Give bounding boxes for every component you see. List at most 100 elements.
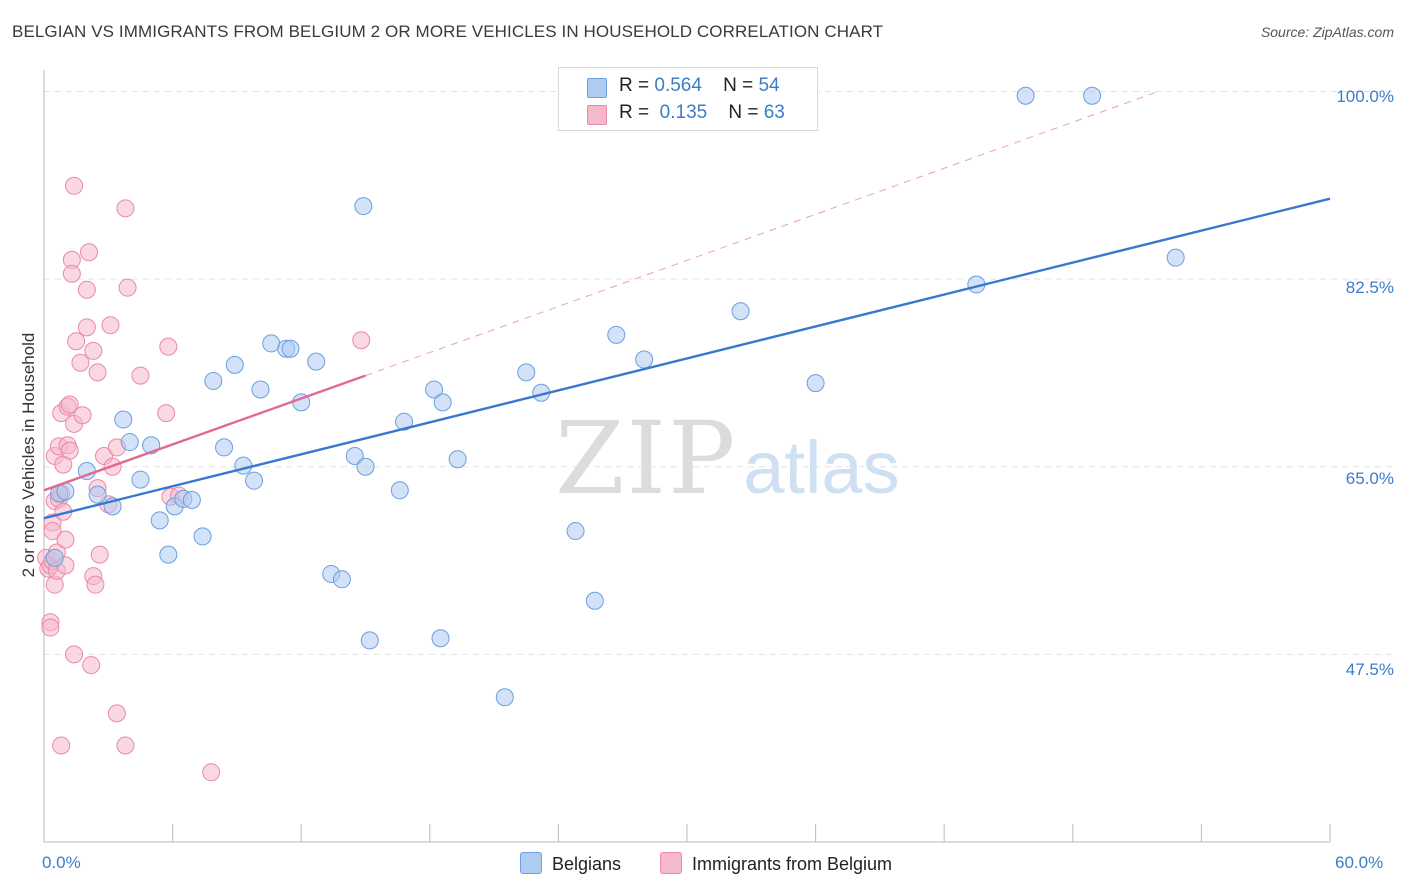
- legend-r-label: R =: [619, 102, 650, 123]
- immigrants-point: [65, 645, 84, 664]
- y-tick-label: 65.0%: [1345, 469, 1394, 488]
- belgians-point: [251, 380, 270, 399]
- belgians-point: [215, 438, 234, 457]
- series-name-belgians: Belgians: [552, 854, 622, 874]
- legend-r-value: 0.135: [659, 102, 708, 123]
- belgians-point: [131, 470, 150, 489]
- belgians-point: [425, 380, 444, 399]
- immigrants-point: [101, 316, 120, 335]
- y-tick-label: 82.5%: [1345, 278, 1394, 297]
- immigrants-point: [116, 199, 135, 218]
- belgians-trend-line: [43, 197, 1331, 520]
- immigrants-point: [118, 278, 137, 297]
- belgians-point: [159, 545, 178, 564]
- immigrants-point: [62, 264, 81, 283]
- immigrants-point: [67, 332, 86, 351]
- immigrants-point: [131, 366, 150, 385]
- legend-n-value: 54: [758, 75, 780, 96]
- legend-swatch-immigrants: [587, 105, 607, 125]
- immigrants-point: [157, 404, 176, 423]
- legend-n-value: 63: [763, 102, 785, 123]
- belgians-point: [120, 433, 139, 452]
- series-legend-belgians: Belgians: [520, 852, 621, 875]
- belgians-point: [356, 457, 375, 476]
- series-swatch-belgians: [520, 852, 542, 874]
- immigrants-point: [86, 575, 105, 594]
- belgians-point: [1166, 248, 1185, 267]
- immigrants-point: [77, 318, 96, 337]
- immigrants-point: [90, 545, 109, 564]
- belgians-point: [281, 339, 300, 358]
- legend-r-label: R =: [619, 75, 650, 96]
- legend-n-label: N =: [728, 102, 759, 123]
- belgians-point: [345, 447, 364, 465]
- series-name-immigrants: Immigrants from Belgium: [692, 854, 893, 874]
- belgians-point: [204, 371, 223, 390]
- immigrants-point: [80, 243, 99, 262]
- belgians-point: [448, 450, 467, 469]
- x-tick-label-max: 60.0%: [1335, 853, 1384, 872]
- legend-r-value: 0.564: [654, 75, 702, 96]
- belgians-point: [88, 485, 107, 504]
- y-tick-label: 100.0%: [1336, 87, 1394, 106]
- belgians-point: [395, 412, 414, 431]
- immigrants-point: [202, 763, 221, 782]
- belgians-point: [262, 334, 281, 353]
- immigrants-point: [84, 341, 103, 360]
- watermark-sub: atlas: [743, 426, 900, 509]
- chart-source: Source: ZipAtlas.com: [1260, 24, 1394, 40]
- belgians-point: [182, 490, 201, 509]
- belgians-point: [193, 527, 212, 546]
- immigrants-point: [77, 280, 96, 299]
- series-legend-immigrants: Immigrants from Belgium: [660, 852, 892, 875]
- belgians-point: [332, 570, 351, 589]
- immigrants-trend-extension: [365, 90, 1159, 377]
- immigrants-point: [71, 353, 90, 372]
- belgians-point: [433, 393, 452, 412]
- belgians-point: [585, 591, 604, 610]
- y-tick-label: 47.5%: [1345, 660, 1394, 679]
- belgians-point: [607, 325, 626, 344]
- immigrants-point: [60, 441, 79, 460]
- belgians-point: [234, 456, 253, 475]
- immigrants-point: [82, 656, 101, 675]
- belgians-point: [495, 688, 514, 707]
- immigrants-trend-line: [43, 374, 366, 492]
- legend-n-label: N =: [723, 75, 754, 96]
- immigrants-point: [116, 736, 135, 755]
- series-swatch-immigrants: [660, 852, 682, 874]
- chart-title: BELGIAN VS IMMIGRANTS FROM BELGIUM 2 OR …: [12, 22, 884, 41]
- immigrants-point: [52, 736, 71, 755]
- legend-swatch-belgians: [587, 78, 607, 98]
- immigrants-point: [159, 337, 178, 356]
- belgians-point: [806, 374, 825, 393]
- belgians-point: [360, 631, 379, 650]
- belgians-point: [390, 481, 409, 500]
- belgians-point: [354, 197, 373, 216]
- x-tick-label-min: 0.0%: [42, 853, 81, 872]
- stats-legend: R = 0.564 N = 54 R = 0.135 N = 63: [558, 67, 818, 131]
- immigrants-point: [65, 176, 84, 195]
- belgians-point: [307, 352, 326, 371]
- belgians-point: [150, 511, 169, 530]
- immigrants-point: [352, 331, 371, 350]
- immigrants-point: [41, 618, 60, 637]
- immigrants-point: [88, 363, 107, 382]
- belgians-point: [517, 363, 536, 382]
- belgians-point: [45, 548, 64, 567]
- belgians-point: [731, 302, 750, 321]
- y-axis-label: 2 or more Vehicles in Household: [19, 332, 38, 578]
- immigrants-point: [43, 522, 62, 541]
- zipatlas-watermark: ZIPatlas: [555, 400, 900, 517]
- belgians-point: [225, 355, 244, 374]
- belgians-point: [1083, 86, 1102, 105]
- immigrants-point: [73, 406, 92, 425]
- belgians-point: [431, 629, 450, 648]
- belgians-point: [114, 410, 133, 429]
- belgians-point: [635, 350, 654, 369]
- belgians-point: [566, 522, 585, 541]
- immigrants-point: [60, 395, 79, 414]
- immigrants-point: [56, 530, 75, 549]
- watermark-main: ZIP: [555, 400, 738, 517]
